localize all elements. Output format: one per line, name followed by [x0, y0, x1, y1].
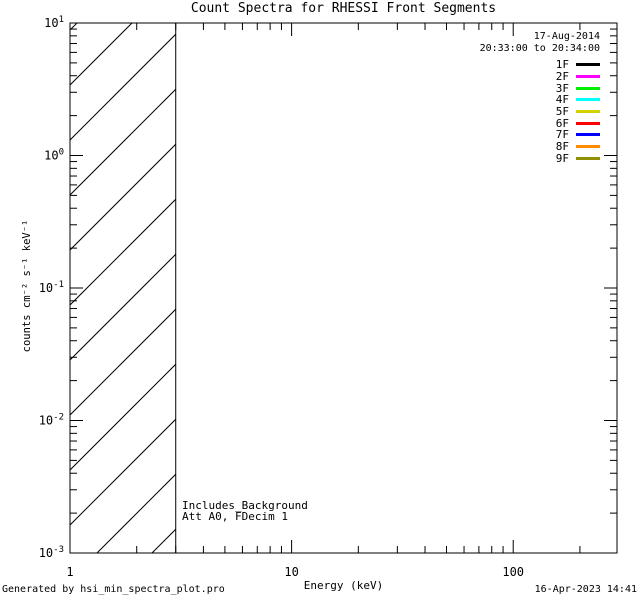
legend-item: 7F — [555, 128, 600, 142]
legend-item: 5F — [555, 104, 600, 118]
legend-label: 5F — [555, 104, 569, 118]
x-axis-ticks — [69, 23, 581, 553]
x-tick-label: 10 — [284, 565, 298, 579]
x-tick-labels: 1 10 100 — [66, 565, 524, 579]
legend-item: 3F — [555, 81, 600, 95]
legend-label: 3F — [555, 81, 569, 95]
legend-swatch — [576, 63, 600, 67]
legend-item: 4F — [555, 93, 600, 107]
legend-swatch — [576, 86, 600, 90]
x-tick-label: 100 — [502, 565, 524, 579]
legend-label: 1F — [555, 58, 569, 72]
legend-swatch — [576, 121, 600, 125]
y-tick-label: 10-3 — [39, 545, 64, 560]
footer-generated-by: Generated by hsi_min_spectra_plot.pro — [2, 584, 225, 595]
observation-time-range: 20:33:00 to 20:34:00 — [479, 42, 600, 54]
legend-swatch — [576, 133, 600, 137]
chart-title: Count Spectra for RHESSI Front Segments — [190, 1, 497, 16]
legend-label: 4F — [555, 93, 569, 107]
observation-datetime-block: 17-Aug-2014 20:33:00 to 20:34:00 — [480, 31, 600, 54]
x-tick-label: 1 — [66, 565, 73, 579]
legend-label: 6F — [555, 116, 569, 130]
legend: 1F 2F 3F 4F 5F 6F 7F 8F 9F — [555, 58, 600, 165]
y-tick-label: 101 — [44, 15, 64, 30]
y-axis-label: counts cm⁻² s⁻¹ keV⁻¹ — [21, 219, 33, 353]
legend-swatch — [576, 144, 600, 148]
legend-item: 1F — [555, 58, 600, 72]
legend-swatch — [576, 156, 600, 160]
annotation-includes-background: Includes_Background — [182, 499, 308, 512]
footer-timestamp: 16-Apr-2023 14:41 — [534, 584, 637, 595]
legend-item: 8F — [555, 139, 600, 153]
hatched-region — [70, 23, 176, 553]
legend-swatch — [576, 98, 600, 102]
y-tick-label: 100 — [44, 148, 64, 163]
legend-item: 9F — [555, 151, 600, 165]
legend-swatch — [576, 109, 600, 113]
y-tick-labels: 101 100 10-1 10-2 10-3 — [39, 15, 64, 560]
legend-item: 2F — [555, 69, 600, 83]
plot-annotations: Includes_Background Att A0, FDecim 1 — [182, 499, 308, 523]
x-axis-label: Energy (keV) — [303, 579, 384, 592]
y-tick-label: 10-2 — [39, 413, 64, 428]
y-tick-label: 10-1 — [39, 280, 64, 295]
y-axis-ticks — [70, 22, 617, 554]
observation-date: 17-Aug-2014 — [533, 31, 600, 42]
plot-border — [69, 22, 618, 554]
legend-label: 2F — [555, 69, 569, 83]
legend-label: 9F — [555, 151, 569, 165]
legend-item: 6F — [555, 116, 600, 130]
legend-swatch — [576, 74, 600, 78]
legend-label: 7F — [555, 128, 569, 142]
legend-label: 8F — [555, 139, 569, 153]
annotation-attenuator-decimation: Att A0, FDecim 1 — [182, 509, 288, 523]
